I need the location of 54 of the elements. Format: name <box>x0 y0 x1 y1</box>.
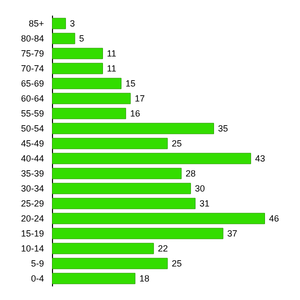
y-tick-label: 55-59 <box>20 108 44 118</box>
bar <box>52 242 154 254</box>
data-label: 18 <box>139 274 150 284</box>
data-label: 30 <box>194 184 205 194</box>
y-tick-label: 65-69 <box>20 78 44 88</box>
y-tick-label: 0-4 <box>30 274 44 284</box>
y-tick-label: 75-79 <box>20 48 44 58</box>
data-label: 11 <box>106 64 116 74</box>
bar <box>52 62 103 74</box>
data-label: 17 <box>134 94 145 104</box>
bar <box>52 272 136 284</box>
y-tick-label: 20-24 <box>20 214 44 224</box>
bar <box>52 152 252 164</box>
data-label: 25 <box>172 138 182 148</box>
y-tick-label: 15-19 <box>20 228 44 238</box>
y-tick-label: 30-34 <box>20 184 44 194</box>
bar <box>52 168 182 180</box>
data-label: 46 <box>268 214 279 224</box>
bar <box>52 182 191 194</box>
data-label: 31 <box>200 198 210 208</box>
data-label: 15 <box>125 78 136 88</box>
bar <box>52 212 265 224</box>
data-label: 37 <box>227 228 238 238</box>
data-label: 3 <box>70 18 75 28</box>
bar <box>52 258 168 270</box>
bar <box>52 92 131 104</box>
bar <box>52 78 122 90</box>
bar <box>52 228 224 240</box>
bar <box>52 122 214 134</box>
y-tick-label: 25-29 <box>20 198 44 208</box>
data-label: 22 <box>158 244 168 254</box>
data-label: 16 <box>130 108 140 118</box>
y-tick-label: 40-44 <box>20 154 44 164</box>
y-tick-label: 45-49 <box>20 138 44 148</box>
y-tick-label: 60-64 <box>20 94 44 104</box>
data-label: 28 <box>186 168 196 178</box>
data-label: 25 <box>172 258 182 268</box>
y-tick-label: 70-74 <box>20 64 44 74</box>
bar <box>52 138 168 150</box>
bar <box>52 32 76 44</box>
data-label: 5 <box>79 34 84 44</box>
y-tick-label: 5-9 <box>30 258 44 268</box>
y-tick-label: 85+ <box>28 18 44 28</box>
y-tick-label: 10-14 <box>20 244 44 254</box>
data-label: 35 <box>218 124 228 134</box>
y-tick-label: 80-84 <box>20 34 44 44</box>
bar <box>52 18 66 30</box>
bar <box>52 108 126 120</box>
y-tick-label: 50-54 <box>20 124 44 134</box>
data-label: 43 <box>255 154 266 164</box>
y-tick-label: 35-39 <box>20 168 44 178</box>
bar <box>52 198 196 210</box>
data-label: 11 <box>106 48 116 58</box>
bar <box>52 48 103 60</box>
